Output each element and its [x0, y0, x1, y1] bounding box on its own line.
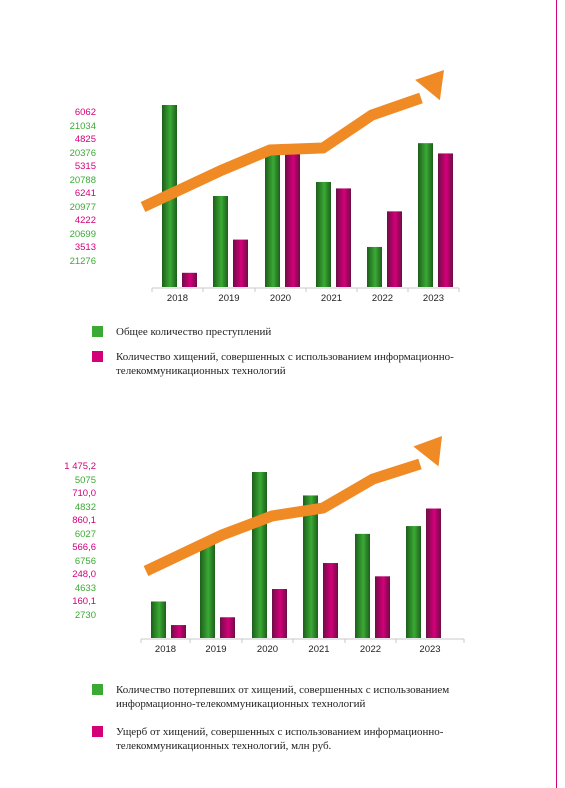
tick-label: 4832 — [74, 501, 96, 513]
legend-swatch — [92, 351, 103, 362]
tick-label: 4825 — [74, 134, 96, 145]
category-label-2023: 2023 — [419, 644, 440, 655]
legend-swatch — [92, 684, 103, 695]
legend-item: Общее количество преступлений — [92, 325, 512, 339]
legend-label: Количество хищений, совершенных с исполь… — [116, 351, 454, 377]
category-label-2022: 2022 — [372, 293, 393, 304]
tick-label: 3513 — [74, 242, 96, 253]
tick-label: 566,6 — [72, 542, 96, 553]
legend-label: Ущерб от хищений, совершенных с использо… — [116, 726, 444, 752]
legend-label: Общее количество преступлений — [116, 326, 272, 338]
tick-label: 6756 — [74, 555, 96, 567]
tick-label: 6027 — [74, 528, 96, 540]
green-bar-2021 — [303, 495, 318, 638]
tick-label: 20699 — [69, 228, 96, 240]
category-label-2020: 2020 — [257, 644, 278, 655]
tick-label: 1 475,2 — [64, 461, 96, 472]
green-bar-2022 — [367, 246, 382, 287]
green-bar-2019 — [200, 540, 215, 638]
trend-arrow-shaft — [140, 92, 423, 212]
tick-label: 2730 — [74, 609, 96, 621]
legend-swatch — [92, 326, 103, 337]
category-label-2021: 2021 — [308, 644, 329, 655]
category-label-2018: 2018 — [167, 293, 188, 304]
category-label-2023: 2023 — [423, 293, 444, 304]
magenta-bar-2023 — [438, 153, 453, 287]
tick-label: 4222 — [74, 215, 96, 226]
green-bar-2018 — [151, 601, 166, 638]
tick-label: 20376 — [69, 147, 96, 159]
green-bar-2023 — [418, 143, 433, 287]
tick-label: 21276 — [69, 255, 96, 267]
green-bar-2020 — [252, 472, 267, 638]
chart1-legend: Общее количество преступлений Количество … — [92, 325, 512, 389]
magenta-bar-2021 — [323, 563, 338, 638]
tick-label: 160,1 — [72, 596, 96, 607]
tick-label: 4633 — [74, 582, 96, 594]
chart1-plot: 2018 2019 2020 2021 2022 2023 — [140, 70, 460, 304]
tick-label: 710,0 — [72, 488, 96, 499]
magenta-bar-2022 — [387, 211, 402, 287]
chart2-tick-labels: 1 475,2 5075 710,0 4832 860,1 6027 566,6 6756 24… — [60, 460, 96, 622]
green-bar-2023 — [406, 526, 421, 638]
trend-arrow-shaft — [143, 458, 422, 576]
tick-label: 248,0 — [72, 569, 96, 580]
category-label-2019: 2019 — [218, 293, 239, 304]
category-label-2018: 2018 — [155, 644, 176, 655]
magenta-bar-2021 — [336, 188, 351, 287]
green-bar-2022 — [355, 533, 370, 638]
category-label-2022: 2022 — [360, 644, 381, 655]
green-bar-2020 — [265, 152, 280, 287]
chart2-legend: Количество потерпевших от хищений, совер… — [92, 683, 512, 764]
trend-arrow-head — [415, 70, 444, 101]
magenta-bar-2022 — [375, 576, 390, 638]
legend-item: Количество потерпевших от хищений, совер… — [92, 683, 512, 711]
tick-label: 20788 — [69, 174, 96, 186]
magenta-bar-2023 — [426, 508, 441, 638]
legend-swatch — [92, 726, 103, 737]
magenta-bar-2019 — [220, 617, 235, 638]
tick-label: 21034 — [69, 120, 96, 132]
legend-item: Ущерб от хищений, совершенных с использо… — [92, 725, 512, 753]
trend-arrow-head — [413, 436, 442, 467]
magenta-bar-2018 — [182, 272, 197, 287]
tick-label: 5315 — [74, 161, 96, 172]
legend-label: Количество потерпевших от хищений, совер… — [116, 684, 450, 710]
legend-item: Количество хищений, совершенных с исполь… — [92, 350, 512, 378]
magenta-bar-2018 — [171, 625, 186, 638]
magenta-bar-2019 — [233, 239, 248, 287]
tick-label: 6241 — [74, 188, 96, 199]
category-label-2020: 2020 — [270, 293, 291, 304]
tick-label: 5075 — [74, 474, 96, 486]
tick-label: 20977 — [69, 201, 96, 213]
magenta-bar-2020 — [272, 589, 287, 638]
green-bar-2019 — [213, 196, 228, 287]
category-label-2021: 2021 — [321, 293, 342, 304]
tick-label: 6062 — [74, 107, 96, 118]
chart2-plot: 2018 2019 2020 2021 2022 2023 — [140, 436, 465, 655]
category-label-2019: 2019 — [205, 644, 226, 655]
magenta-bar-2020 — [285, 145, 300, 287]
tick-label: 860,1 — [72, 515, 96, 526]
green-bar-2021 — [316, 181, 331, 287]
chart1-tick-labels: 6062 21034 4825 20376 5315 20788 6241 20977 4222… — [60, 106, 96, 268]
page-edge-stripe — [556, 0, 557, 788]
